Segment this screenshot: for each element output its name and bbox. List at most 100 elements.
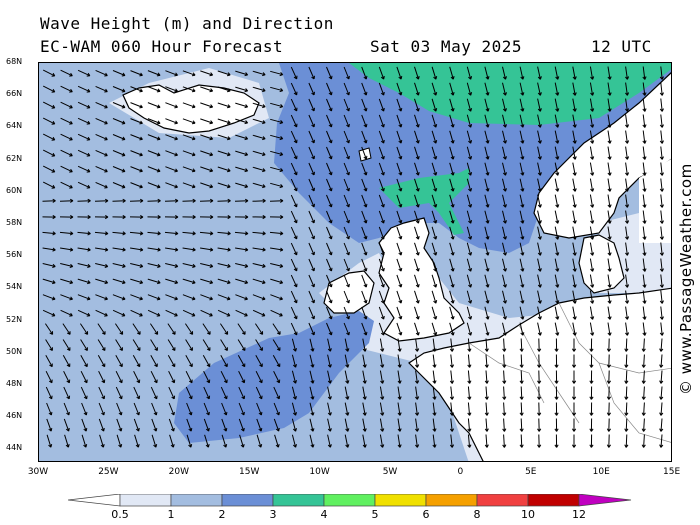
wave-arrow [217,214,231,220]
wave-arrow [432,386,437,400]
wave-arrow [112,247,126,252]
wave-arrow [199,198,214,203]
wave-arrow [344,418,350,432]
wave-arrow [554,434,559,448]
wave-arrow [217,86,231,93]
lon-label-10W: 10W [309,467,330,477]
wave-arrow [185,339,193,351]
wave-arrow [200,134,214,141]
wave-arrow [379,354,385,368]
wave-arrow [217,231,231,236]
wave-arrow [129,214,144,220]
wave-arrow [60,309,73,317]
wave-arrow [185,386,193,400]
wave-arrow [449,210,455,224]
wave-arrow [361,306,368,320]
wave-arrow [589,162,595,176]
wave-arrow [378,306,385,320]
wave-arrow [484,402,489,416]
wave-arrow [397,418,402,432]
wave-arrow [607,306,612,320]
wave-arrow [60,263,74,268]
wave-arrow [217,134,231,141]
legend-label: 8 [473,508,481,521]
wave-arrow [589,434,594,448]
wave-arrow [624,434,629,448]
wave-arrow [147,134,161,141]
wave-arrow [326,98,333,112]
wave-arrow [431,274,438,288]
wave-arrow [449,290,455,304]
wave-arrow [308,98,315,112]
wave-arrow [77,69,91,77]
wave-arrow [164,231,179,236]
wave-arrow [129,198,144,203]
wave-arrow [397,354,402,368]
wave-arrow [116,434,123,448]
wave-arrow [589,290,595,304]
wave-arrow [165,70,178,77]
wave-arrow [149,323,159,335]
wave-arrow [362,386,367,400]
wave-arrow [537,210,542,224]
wave-arrow [589,322,595,336]
wave-arrow [537,274,542,288]
wave-arrow [397,338,402,352]
wave-arrow [554,114,560,128]
wave-arrow [537,194,542,208]
wave-arrow [378,66,385,80]
wave-arrow [77,247,91,252]
wave-arrow [252,294,266,301]
wave-arrow [431,210,438,224]
wave-arrow [308,274,315,288]
wave-arrow [519,178,525,192]
wave-arrow [625,178,630,192]
wave-arrow [519,354,524,368]
wave-arrow [182,231,196,236]
wave-arrow [182,247,196,252]
wave-arrow [607,146,612,160]
wave-arrow [290,306,298,320]
wave-arrow [42,247,56,252]
wave-arrow [168,370,176,384]
wave-arrow [519,242,525,256]
wave-arrow [484,178,490,192]
wave-arrow [659,98,664,112]
wave-arrow [217,70,231,77]
wave-arrow [554,306,560,320]
wave-arrow [642,178,647,192]
lat-label-62N: 62N [6,153,23,163]
wave-arrow [327,418,332,432]
wave-arrow [80,370,88,384]
wave-arrow [235,102,249,109]
wave-arrow [130,278,144,285]
wave-arrow [326,210,333,224]
forecast-model: EC-WAM 060 Hour Forecast [40,37,284,56]
wave-arrow [589,370,594,384]
wave-arrow [270,70,284,77]
wave-arrow [589,338,594,352]
wave-arrow [484,210,490,224]
wave-arrow [234,231,249,236]
wave-arrow [537,418,542,432]
wave-arrow [362,434,367,448]
wave-arrow [641,354,646,368]
wave-arrow [625,322,630,336]
wave-arrow [112,182,126,189]
wave-arrow [642,82,647,96]
wave-arrow [572,274,577,288]
wave-arrow [502,434,507,448]
wave-arrow [659,178,664,192]
wave-arrow [270,247,284,252]
wave-arrow [554,370,559,384]
wave-arrow [449,130,455,144]
wave-arrow [291,418,297,432]
wave-arrow [431,130,438,144]
wave-arrow [343,210,350,224]
wave-arrow [326,114,333,128]
wave-arrow [641,434,646,448]
wave-arrow [572,66,577,80]
wave-arrow [59,214,74,220]
wave-arrow [484,306,490,320]
wave-arrow [165,86,178,93]
